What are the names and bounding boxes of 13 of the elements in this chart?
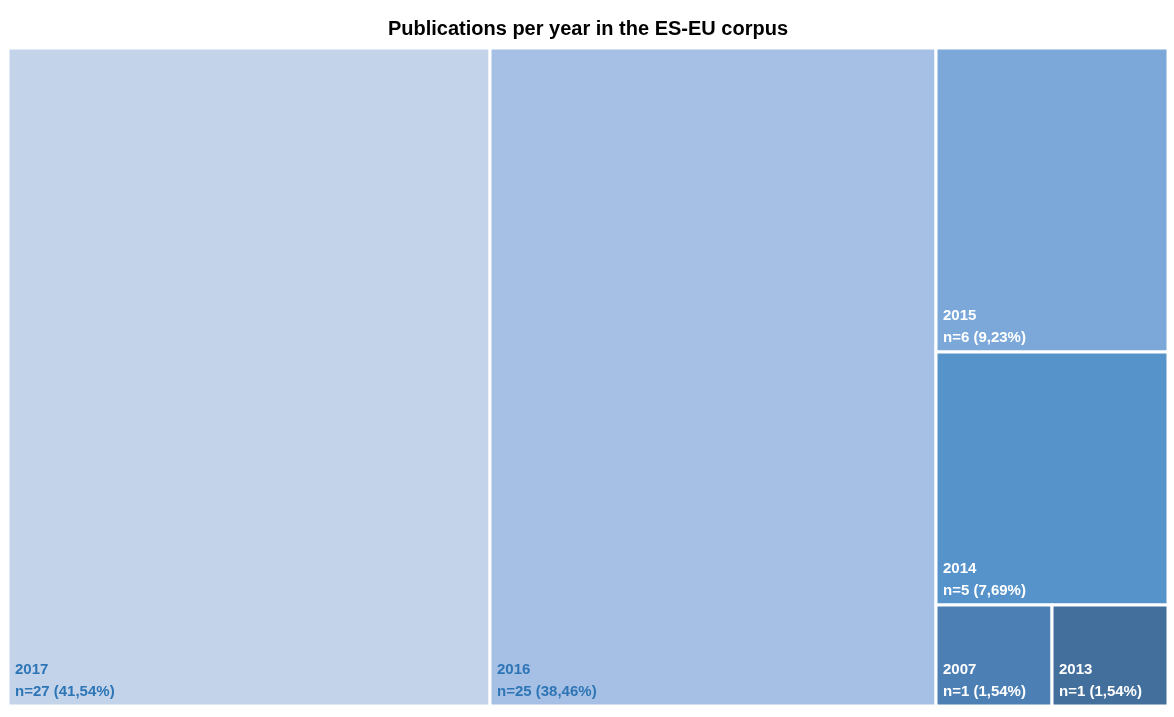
category-label: 2017 bbox=[15, 660, 49, 677]
data-label: n=27 (41,54%) bbox=[15, 682, 115, 699]
category-label: 2007 bbox=[943, 660, 977, 677]
data-label: n=1 (1,54%) bbox=[943, 682, 1026, 699]
data-label: n=5 (7,69%) bbox=[943, 581, 1026, 598]
category-label: 2015 bbox=[943, 306, 977, 323]
category-label: 2013 bbox=[1059, 660, 1093, 677]
data-label: n=6 (9,23%) bbox=[943, 328, 1026, 345]
category-label: 2016 bbox=[497, 660, 531, 677]
data-label: n=1 (1,54%) bbox=[1059, 682, 1142, 699]
category-label: 2014 bbox=[943, 559, 978, 576]
data-label: n=25 (38,46%) bbox=[497, 682, 597, 699]
text: Publications per year in the ES-EU corpus bbox=[386, 16, 790, 41]
